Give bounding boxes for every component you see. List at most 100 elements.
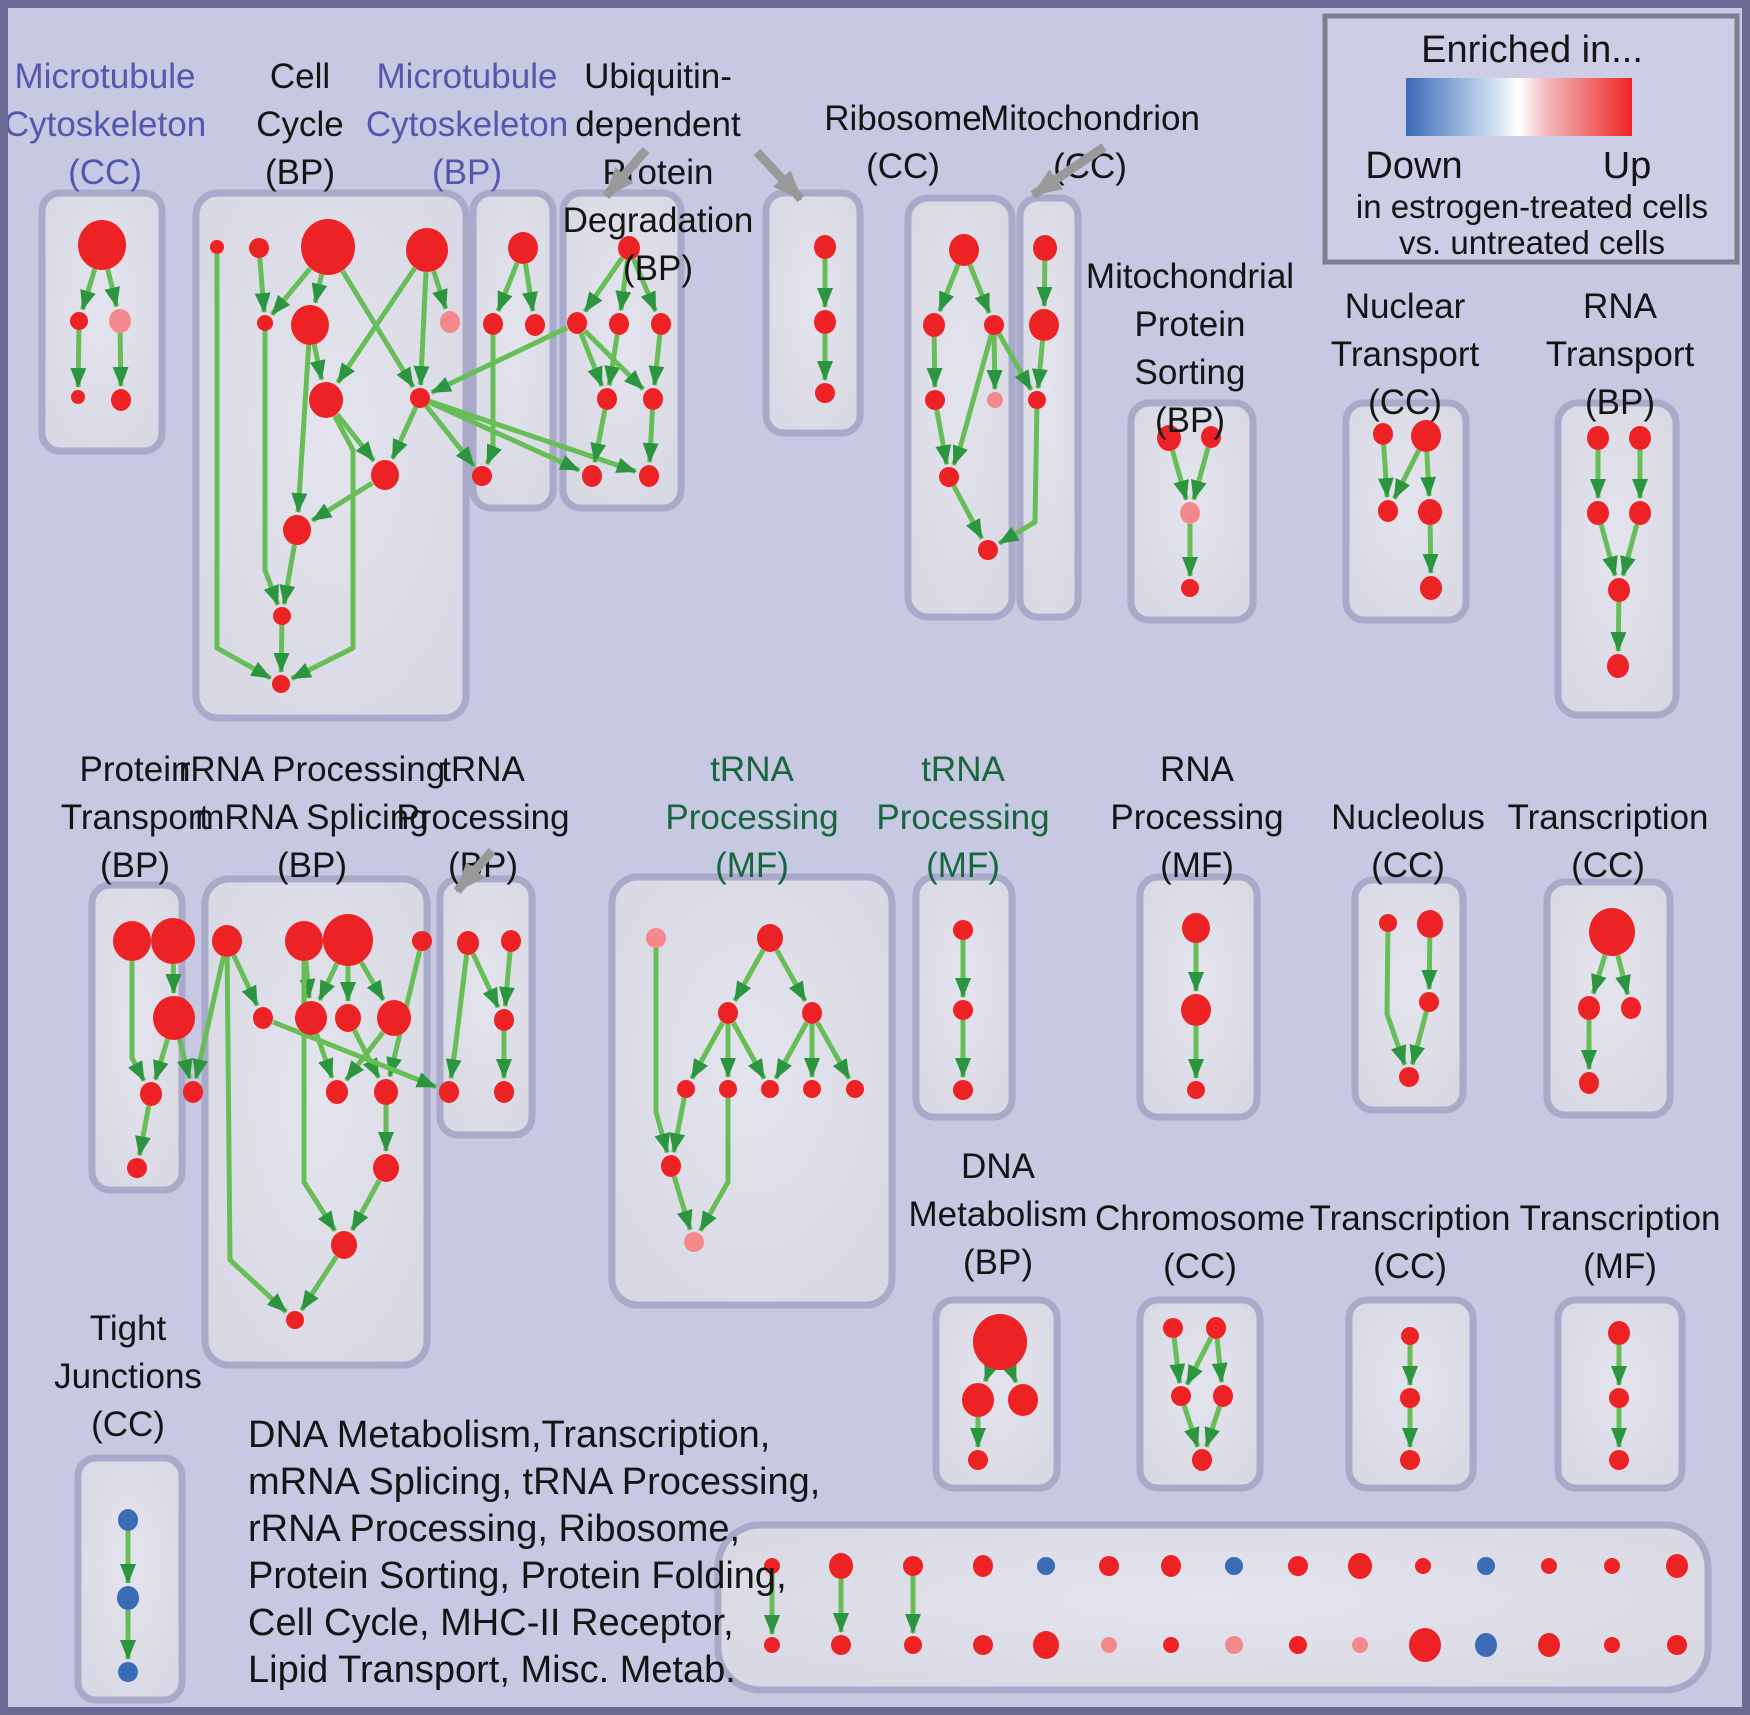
legend-down-label: Down xyxy=(1365,145,1462,187)
label-rna-transport: RNA Transport (BP) xyxy=(1546,287,1695,422)
gene-node-mb1 xyxy=(508,232,538,264)
cluster-box-misc xyxy=(714,1521,1712,1694)
gene-node-nt2 xyxy=(1411,420,1441,452)
gene-node-nu1 xyxy=(1379,914,1397,932)
gene-node-mb3 xyxy=(525,314,545,336)
gene-node-mA11 xyxy=(1415,1558,1431,1574)
edge-ch4-ch5 xyxy=(1203,1405,1222,1448)
edge-mb1-mb3 xyxy=(522,263,538,313)
gene-node-dm2 xyxy=(962,1383,994,1417)
edge-rr5-tb4 xyxy=(272,1019,437,1090)
edge-nu1-nu4 xyxy=(1384,931,1408,1066)
label-tight-junctions: Tight Junctions (CC) xyxy=(54,1309,202,1444)
edge-nt4-nt5 xyxy=(1422,524,1439,575)
gene-node-mB15 xyxy=(1667,1635,1687,1655)
edge-rr12-rr13 xyxy=(299,1255,339,1312)
gene-node-tj1 xyxy=(118,1509,138,1531)
edge-rb3-mt3 xyxy=(996,332,1034,391)
gene-node-t1a xyxy=(646,928,666,948)
cluster-box-chromosome xyxy=(1136,1296,1264,1492)
gene-node-cy13 xyxy=(272,675,290,693)
edge-pt3-pt4 xyxy=(152,1038,171,1081)
edge-ub2-ub5 xyxy=(578,332,605,387)
edge-rb3-rb5 xyxy=(986,334,1003,391)
gene-node-cy2 xyxy=(249,238,269,258)
edge-cy8-cy13 xyxy=(290,414,356,681)
gene-node-t1j xyxy=(661,1155,681,1177)
edge-cy4-cy8 xyxy=(335,266,417,384)
gene-node-mB1 xyxy=(764,1637,780,1653)
gene-node-mB7 xyxy=(1163,1637,1179,1653)
legend-title: Enriched in... xyxy=(1421,29,1643,71)
edge-cy1-cy13 xyxy=(214,254,272,681)
edge-t1c-t1e xyxy=(689,1021,725,1080)
gene-node-pt5 xyxy=(127,1158,147,1178)
edge-rb1-rb2 xyxy=(937,263,961,313)
gene-node-tc2 xyxy=(1578,996,1600,1020)
gene-node-rb6 xyxy=(939,467,959,487)
gene-node-rr0 xyxy=(183,1081,203,1103)
gene-node-nt5 xyxy=(1420,576,1442,600)
edge-rr3-rr6 xyxy=(317,962,340,1002)
edge-pt3-rr0 xyxy=(177,1038,193,1080)
gene-node-rb1 xyxy=(949,234,979,266)
gene-node-t1e xyxy=(677,1080,695,1098)
gene-node-rr2 xyxy=(285,921,323,961)
gene-node-mB12 xyxy=(1475,1633,1497,1657)
edge-cy6-cy8 xyxy=(309,344,326,381)
edge-mc1-mc3 xyxy=(104,268,120,308)
gene-node-ub1 xyxy=(618,236,640,260)
gene-node-xm3 xyxy=(1609,1450,1629,1470)
gene-node-dm3 xyxy=(1008,1384,1038,1416)
legend-up-label: Up xyxy=(1603,145,1652,187)
gene-node-cy10 xyxy=(371,460,399,490)
gene-node-rb4 xyxy=(925,390,945,410)
edge-rt5-rt6 xyxy=(1610,601,1627,653)
edge-nu2-nu3 xyxy=(1421,937,1438,991)
label-trna-mf-2: tRNA Processing (MF) xyxy=(876,750,1049,885)
edge-rr7-rr10 xyxy=(352,1029,381,1079)
gene-node-t1c xyxy=(718,1002,738,1024)
gene-node-cy8 xyxy=(309,382,343,418)
gene-node-mt3 xyxy=(1028,391,1046,409)
gene-node-mB9 xyxy=(1289,1636,1307,1654)
gene-node-mt1 xyxy=(1033,235,1057,261)
label-rna-processing-mf: RNA Processing (MF) xyxy=(1110,750,1283,885)
gene-node-mB2 xyxy=(831,1635,851,1655)
edge-rr1-rr5 xyxy=(231,954,260,1007)
gene-node-tc3 xyxy=(1621,997,1641,1019)
gene-node-tb5 xyxy=(494,1081,514,1103)
edge-cy9-mb4 xyxy=(424,404,476,468)
gene-node-tc1 xyxy=(1589,908,1635,956)
edge-ub5-ub7 xyxy=(590,409,608,464)
edge-t1a-t1j xyxy=(653,948,670,1154)
gene-node-t1f xyxy=(719,1080,737,1098)
gene-node-rr1 xyxy=(212,925,242,957)
edge-tb1-tb4 xyxy=(445,954,470,1080)
gene-node-cy5 xyxy=(257,315,273,331)
edge-rt4-rt5 xyxy=(1620,523,1640,577)
edge-rt3-rt5 xyxy=(1598,523,1618,577)
gene-node-rb7 xyxy=(978,540,998,560)
gene-node-xm2 xyxy=(1609,1388,1629,1408)
gene-node-mc4 xyxy=(71,390,85,404)
label-mitochondrion: Mitochondrion (CC) xyxy=(980,99,1200,186)
edge-t1b-t1d xyxy=(774,948,808,1003)
edge-ub1-ub3 xyxy=(615,259,632,312)
edge-t1j-t1k xyxy=(671,1175,693,1231)
edge-t1d-t1i xyxy=(815,1021,852,1080)
gene-node-ms1 xyxy=(1157,425,1181,451)
edge-t1c-t1g xyxy=(731,1021,767,1080)
gene-node-cy9 xyxy=(410,388,430,408)
edge-rr3-rr8 xyxy=(359,961,386,1002)
edge-t1d-t1g xyxy=(773,1021,809,1080)
gene-node-mA15 xyxy=(1666,1554,1688,1578)
misc-categories-note: DNA Metabolism,Transcription, mRNA Splici… xyxy=(248,1414,820,1691)
gene-node-rr7 xyxy=(335,1004,361,1032)
gene-node-mA6 xyxy=(1099,1556,1119,1576)
edge-mc1-mc2 xyxy=(80,268,98,311)
label-transcription-cc-1: Transcription (CC) xyxy=(1508,798,1709,885)
gene-node-mB8 xyxy=(1225,1636,1243,1654)
edge-cy6-cy11 xyxy=(291,344,312,514)
edge-nt2-nt3 xyxy=(1392,449,1421,500)
